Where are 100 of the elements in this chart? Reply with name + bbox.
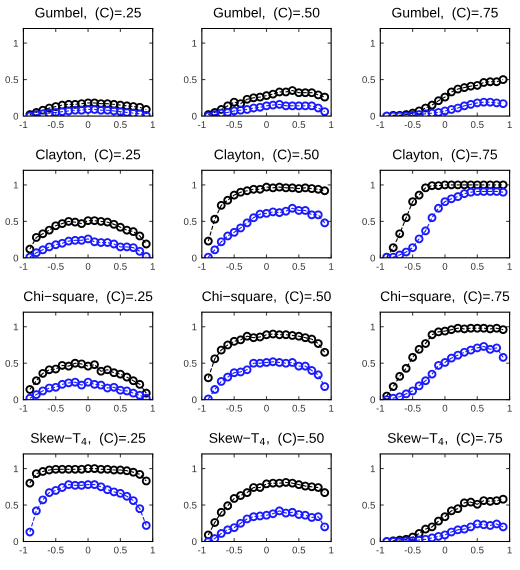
x-tick-label: 1 — [329, 404, 334, 412]
x-tick-label: 0.5 — [470, 404, 484, 412]
chart-title: Skew−T$_{4}$, (C)=.50 — [209, 432, 324, 446]
x-tick-label: 0 — [442, 121, 448, 128]
x-tick-label: 0 — [264, 121, 269, 128]
x-tick-label: -0.5 — [404, 262, 421, 270]
chart-title: Gumbel, (C)=.50 — [214, 7, 320, 20]
x-tick-label: 1 — [508, 404, 512, 412]
y-tick-label: 0 — [370, 112, 376, 120]
y-tick-label: 0.5 — [362, 502, 376, 509]
y-tick-label: 0 — [192, 396, 197, 404]
x-tick-label: 0.5 — [292, 121, 306, 128]
chart-title: Gumbel, (C)=.25 — [35, 7, 141, 20]
x-tick-label: 0.5 — [292, 546, 306, 554]
x-tick-label: -1 — [20, 546, 28, 554]
y-tick-label: 1 — [370, 182, 375, 188]
y-tick-label: 0 — [192, 254, 197, 262]
x-tick-label: -1 — [376, 546, 384, 554]
x-tick-label: 0 — [442, 404, 448, 412]
x-tick-label: 0.5 — [114, 546, 127, 554]
x-tick-label: 0.5 — [114, 404, 127, 412]
chart-title: Chi−square, (C)=.25 — [24, 290, 152, 304]
y-tick-label: 0 — [192, 112, 197, 120]
x-tick-label: 1 — [508, 546, 512, 554]
x-tick-label: 0 — [442, 262, 448, 270]
x-tick-label: -0.5 — [226, 404, 242, 412]
x-tick-label: 0.5 — [470, 262, 484, 270]
x-tick-label: 0.5 — [114, 262, 127, 270]
chart-title: Chi−square, (C)=.50 — [202, 290, 331, 304]
y-tick-label: 0.5 — [5, 502, 18, 509]
x-tick-label: 0 — [264, 404, 269, 412]
y-tick-label: 1 — [14, 465, 18, 472]
y-tick-label: 0.5 — [5, 218, 18, 226]
y-tick-label: 0 — [370, 538, 376, 546]
chart-title: Chi−square, (C)=.75 — [380, 290, 510, 304]
x-tick-label: 0 — [86, 121, 90, 128]
x-tick-label: -0.5 — [48, 404, 64, 412]
y-tick-label: 1 — [14, 324, 18, 330]
x-tick-label: 0 — [86, 404, 90, 412]
x-tick-label: 1 — [508, 121, 512, 128]
y-tick-label: 0.5 — [362, 218, 376, 226]
x-tick-label: -0.5 — [48, 262, 64, 270]
y-tick-label: 1 — [14, 40, 18, 47]
x-tick-label: 0.5 — [470, 546, 484, 554]
x-tick-label: -1 — [376, 404, 384, 412]
y-tick-label: 0 — [14, 112, 18, 120]
y-tick-label: 1 — [192, 40, 197, 47]
y-tick-label: 1 — [370, 465, 375, 472]
x-tick-label: -0.5 — [226, 262, 242, 270]
x-tick-label: 1 — [150, 263, 155, 270]
y-tick-label: 0.5 — [5, 76, 18, 84]
y-tick-label: 1 — [192, 324, 197, 330]
y-tick-label: 0 — [370, 254, 376, 262]
chart-title: Clayton, (C)=.25 — [36, 149, 140, 162]
x-tick-label: -0.5 — [226, 546, 242, 554]
x-tick-label: -1 — [198, 404, 206, 412]
y-tick-label: 1 — [192, 182, 197, 188]
y-tick-label: 0 — [370, 396, 376, 404]
chart-title: Skew−T$_{4}$, (C)=.75 — [388, 432, 502, 446]
y-tick-label: 0 — [14, 254, 18, 262]
y-tick-label: 0.5 — [184, 76, 197, 84]
y-tick-label: 0.5 — [184, 218, 197, 226]
x-tick-label: 0.5 — [470, 121, 484, 128]
x-tick-label: -1 — [376, 263, 384, 270]
y-tick-label: 0.5 — [5, 360, 18, 367]
x-tick-label: 0.5 — [292, 262, 306, 270]
x-tick-label: -1 — [198, 546, 206, 554]
chart-title: Clayton, (C)=.75 — [392, 149, 498, 162]
y-tick-label: 1 — [370, 40, 375, 47]
x-tick-label: -1 — [198, 121, 206, 128]
x-tick-label: 0 — [264, 262, 269, 270]
x-tick-label: 1 — [329, 546, 334, 554]
x-tick-label: -0.5 — [404, 404, 421, 412]
x-tick-label: 1 — [150, 404, 155, 412]
x-tick-label: -1 — [376, 121, 384, 128]
x-tick-label: 1 — [508, 263, 512, 270]
y-tick-label: 0.5 — [184, 502, 197, 509]
x-tick-label: 0.5 — [114, 121, 127, 128]
y-tick-label: 1 — [14, 182, 18, 188]
y-tick-label: 0.5 — [362, 76, 376, 84]
x-tick-label: 0 — [264, 546, 269, 554]
y-tick-label: 0.5 — [362, 360, 376, 367]
x-tick-label: 0.5 — [292, 404, 306, 412]
x-tick-label: 1 — [329, 263, 334, 270]
x-tick-label: -0.5 — [226, 121, 242, 128]
y-tick-label: 0 — [192, 538, 197, 546]
y-tick-label: 0.5 — [184, 360, 197, 367]
x-tick-label: -0.5 — [48, 121, 64, 128]
x-tick-label: -0.5 — [404, 546, 421, 554]
y-tick-label: 0 — [14, 538, 18, 546]
x-tick-label: 0 — [86, 262, 90, 270]
x-tick-label: 1 — [150, 121, 155, 128]
x-tick-label: -1 — [20, 263, 28, 270]
x-tick-label: -1 — [20, 404, 28, 412]
x-tick-label: 0 — [442, 546, 448, 554]
x-tick-label: -1 — [198, 263, 206, 270]
x-tick-label: 1 — [329, 121, 334, 128]
y-tick-label: 1 — [192, 465, 197, 472]
x-tick-label: -0.5 — [404, 121, 421, 128]
x-tick-label: -1 — [20, 121, 28, 128]
